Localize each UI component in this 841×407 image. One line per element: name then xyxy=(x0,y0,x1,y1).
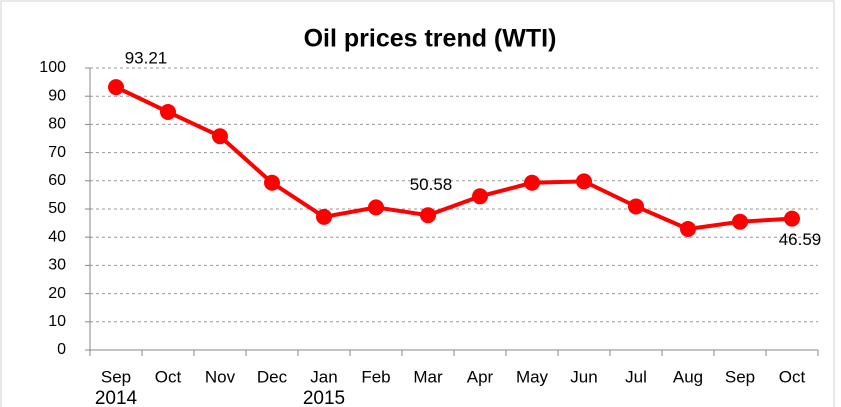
data-point xyxy=(732,213,748,230)
y-tick-label: 30 xyxy=(48,257,66,274)
data-point xyxy=(576,173,592,190)
data-label: 93.21 xyxy=(125,49,168,68)
x-tick-label: Dec xyxy=(257,367,288,386)
y-tick-label: 50 xyxy=(48,200,66,217)
chart-title: Oil prices trend (WTI) xyxy=(304,25,557,53)
x-tick-label: Oct xyxy=(155,367,182,386)
y-tick-label: 10 xyxy=(48,313,66,330)
series-line xyxy=(115,85,793,232)
year-label: 2015 xyxy=(303,388,345,407)
y-tick-label: 40 xyxy=(48,228,66,245)
x-tick-label: Jan xyxy=(310,367,337,386)
data-point xyxy=(316,208,332,225)
x-tick-label: Sep xyxy=(101,367,131,386)
x-tick-label: May xyxy=(516,367,549,386)
year-label: 2014 xyxy=(95,388,138,407)
x-tick-label: Sep xyxy=(725,367,755,386)
data-label: 46.59 xyxy=(779,230,822,249)
x-tick-label: Mar xyxy=(413,367,443,386)
data-point xyxy=(368,199,384,216)
data-point xyxy=(160,103,176,120)
data-point xyxy=(680,221,696,238)
x-tick-label: Apr xyxy=(467,367,494,386)
x-tick-label: Jun xyxy=(570,367,597,386)
data-point xyxy=(628,198,644,215)
y-tick-label: 100 xyxy=(39,59,66,76)
x-tick-label: Jul xyxy=(625,367,647,386)
y-tick-label: 80 xyxy=(48,116,66,133)
x-tick-label: Oct xyxy=(779,367,806,386)
y-tick-label: 60 xyxy=(48,172,66,189)
data-point xyxy=(108,79,124,96)
y-tick-label: 90 xyxy=(48,87,66,104)
x-tick-label: Aug xyxy=(673,367,703,386)
y-tick-label: 70 xyxy=(48,144,66,161)
y-tick-label: 20 xyxy=(48,285,66,302)
data-point xyxy=(472,188,488,205)
data-point xyxy=(420,207,436,224)
data-point xyxy=(212,128,228,145)
x-tick-label: Feb xyxy=(361,367,390,386)
data-label: 50.58 xyxy=(410,175,453,194)
y-tick-label: 0 xyxy=(57,341,66,358)
data-point xyxy=(524,174,540,191)
data-point xyxy=(264,174,280,191)
data-point xyxy=(784,210,800,227)
x-tick-label: Nov xyxy=(205,367,236,386)
